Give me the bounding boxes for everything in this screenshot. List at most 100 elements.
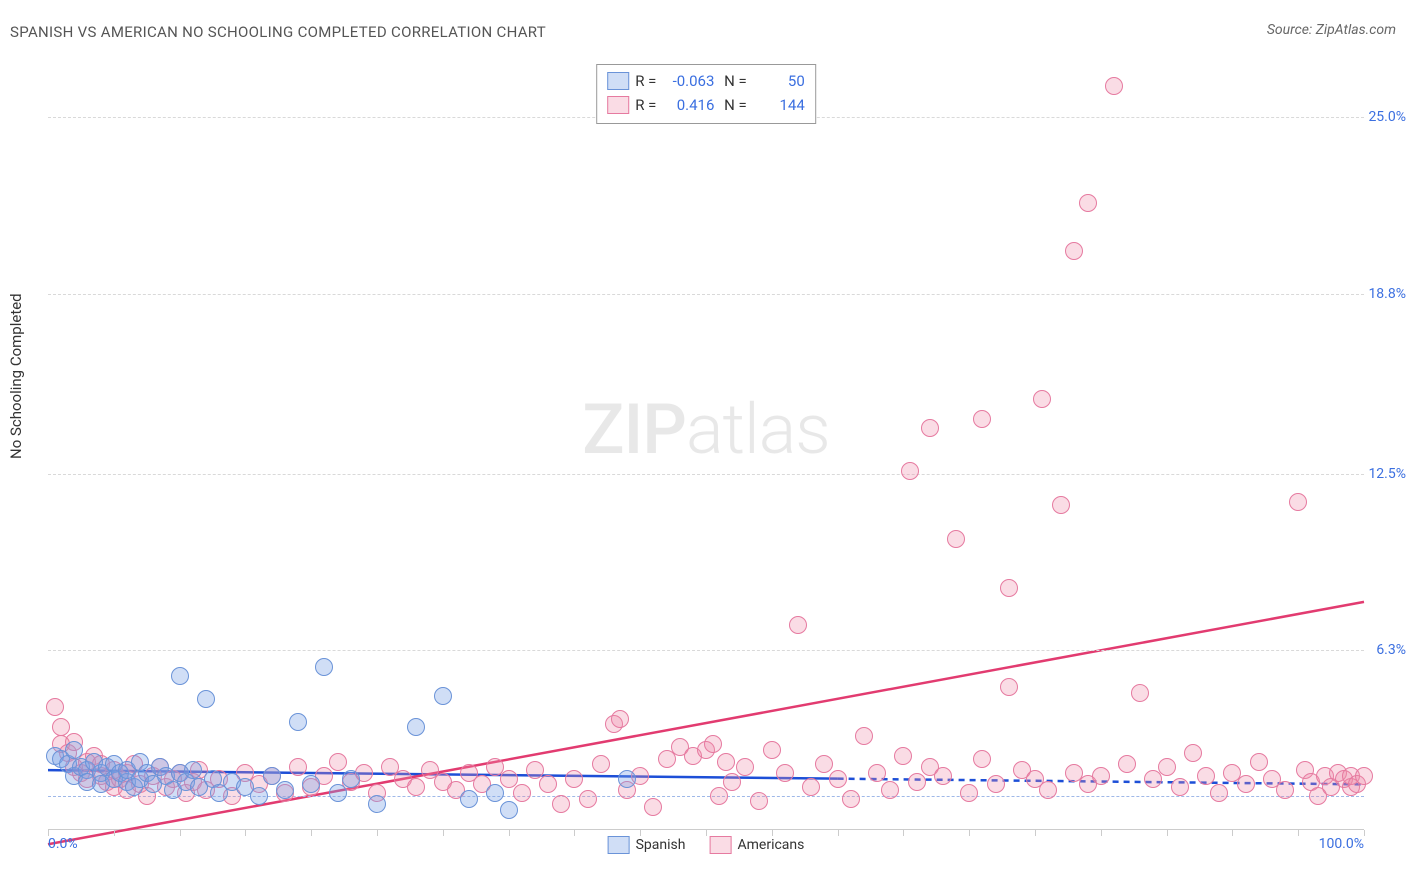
data-point	[579, 790, 597, 808]
x-tick	[1101, 830, 1102, 836]
data-point	[526, 761, 544, 779]
data-point	[776, 764, 794, 782]
data-point	[460, 790, 478, 808]
x-tick	[180, 830, 181, 836]
data-point	[434, 687, 452, 705]
data-point	[644, 798, 662, 816]
data-point	[342, 770, 360, 788]
data-point	[868, 764, 886, 782]
data-point	[960, 784, 978, 802]
data-point	[1250, 753, 1268, 771]
x-tick	[509, 830, 510, 836]
swatch-icon	[709, 836, 731, 854]
swatch-americans	[607, 96, 629, 114]
correlation-legend: R = -0.063 N = 50 R = 0.416 N = 144	[596, 64, 816, 124]
y-tick-label: 18.8%	[1356, 286, 1406, 302]
data-point	[1092, 767, 1110, 785]
data-point	[973, 410, 991, 428]
data-point	[618, 770, 636, 788]
x-tick	[903, 830, 904, 836]
data-point	[407, 718, 425, 736]
watermark: ZIPatlas	[582, 389, 830, 471]
chart-plot-area: ZIPatlas R = -0.063 N = 50 R = 0.416 N =…	[48, 60, 1364, 830]
legend-item-americans: Americans	[709, 836, 804, 854]
data-point	[289, 758, 307, 776]
data-point	[565, 770, 583, 788]
data-point	[736, 758, 754, 776]
data-point	[704, 735, 722, 753]
x-tick	[838, 830, 839, 836]
data-point	[1065, 242, 1083, 260]
data-point	[789, 616, 807, 634]
data-point	[1158, 758, 1176, 776]
data-point	[65, 741, 83, 759]
data-point	[829, 770, 847, 788]
x-tick	[1035, 830, 1036, 836]
data-point	[881, 781, 899, 799]
x-tick	[1364, 830, 1365, 836]
gridline	[48, 474, 1364, 475]
legend-row-americans: R = 0.416 N = 144	[607, 93, 805, 117]
x-tick-min: 0.0%	[48, 836, 78, 852]
data-point	[302, 775, 320, 793]
y-tick-label: 25.0%	[1356, 109, 1406, 125]
data-point	[908, 773, 926, 791]
data-point	[500, 801, 518, 819]
data-point	[552, 795, 570, 813]
data-point	[1210, 784, 1228, 802]
data-point	[987, 775, 1005, 793]
data-point	[250, 787, 268, 805]
data-point	[197, 690, 215, 708]
data-point	[52, 718, 70, 736]
data-point	[329, 784, 347, 802]
data-point	[1079, 194, 1097, 212]
x-tick	[1167, 830, 1168, 836]
x-tick	[1232, 830, 1233, 836]
x-tick	[969, 830, 970, 836]
data-point	[276, 781, 294, 799]
data-point	[717, 753, 735, 771]
gridline	[48, 650, 1364, 651]
data-point	[263, 767, 281, 785]
data-point	[1131, 684, 1149, 702]
data-point	[973, 750, 991, 768]
data-point	[1184, 744, 1202, 762]
data-point	[368, 795, 386, 813]
data-point	[1197, 767, 1215, 785]
data-point	[815, 755, 833, 773]
chart-title: SPANISH VS AMERICAN NO SCHOOLING COMPLET…	[10, 23, 546, 41]
data-point	[947, 530, 965, 548]
x-tick	[443, 830, 444, 836]
data-point	[921, 419, 939, 437]
x-tick	[1298, 830, 1299, 836]
x-tick-max: 100.0%	[1319, 836, 1364, 852]
data-point	[1039, 781, 1057, 799]
x-tick	[772, 830, 773, 836]
data-point	[1000, 579, 1018, 597]
source-label: Source: ZipAtlas.com	[1267, 22, 1396, 38]
data-point	[842, 790, 860, 808]
data-point	[750, 792, 768, 810]
gridline	[48, 294, 1364, 295]
swatch-spanish	[607, 72, 629, 90]
data-point	[901, 462, 919, 480]
x-tick	[114, 830, 115, 836]
x-tick	[377, 830, 378, 836]
data-point	[1276, 781, 1294, 799]
data-point	[723, 773, 741, 791]
data-point	[592, 755, 610, 773]
data-point	[1033, 390, 1051, 408]
data-point	[513, 784, 531, 802]
x-tick	[311, 830, 312, 836]
data-point	[1052, 496, 1070, 514]
x-tick	[706, 830, 707, 836]
data-point	[1105, 77, 1123, 95]
swatch-icon	[608, 836, 630, 854]
data-point	[1289, 493, 1307, 511]
data-point	[1118, 755, 1136, 773]
series-legend: Spanish Americans	[608, 836, 805, 854]
y-tick-label: 6.3%	[1356, 642, 1406, 658]
data-point	[855, 727, 873, 745]
y-axis-label: No Schooling Completed	[7, 293, 25, 459]
y-tick-label: 12.5%	[1356, 466, 1406, 482]
